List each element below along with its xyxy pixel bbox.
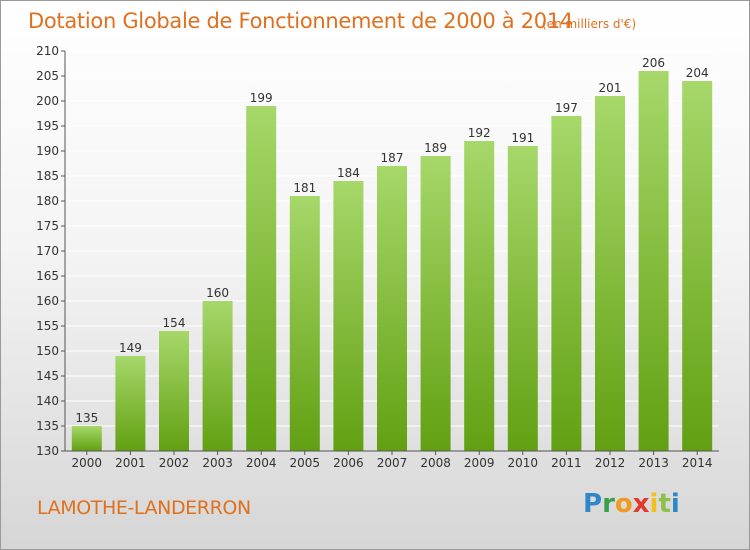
value-label-2006: 184 (337, 166, 360, 180)
bar-2013 (638, 71, 669, 451)
y-tick-label: 145 (36, 369, 59, 383)
x-tick-label-2012: 2012 (595, 456, 626, 470)
logo-letter: P (583, 489, 603, 519)
bar-2006 (333, 181, 364, 451)
value-label-2000: 135 (75, 411, 98, 425)
value-label-2010: 191 (511, 131, 534, 145)
logo-letter: r (602, 489, 615, 519)
axis-layer: 130 135 140 145 150 155 160 165 170 175 180 185 190 1… (36, 44, 719, 470)
y-tick-label: 185 (36, 169, 59, 183)
bar-2010 (507, 146, 538, 451)
value-label-2009: 192 (468, 126, 491, 140)
label-layer: 135 149 154 160 199 181 184 187 189 192 191 197 201 2… (75, 56, 708, 425)
value-label-2005: 181 (293, 181, 316, 195)
bar-2007 (377, 166, 407, 451)
bar-2004 (246, 106, 277, 451)
logo-letter: x (632, 489, 650, 519)
x-tick-label-2004: 2004 (246, 456, 277, 470)
x-tick-label-2011: 2011 (551, 456, 582, 470)
logo-letter: o (614, 489, 633, 519)
value-label-2008: 189 (424, 141, 447, 155)
x-tick-label-2006: 2006 (333, 456, 364, 470)
unit-note: (en milliers d'€) (542, 17, 637, 31)
value-label-2013: 206 (642, 56, 665, 70)
x-tick-label-2000: 2000 (72, 456, 103, 470)
bar-2014 (682, 81, 713, 451)
y-tick-label: 205 (36, 69, 59, 83)
y-tick-label: 190 (36, 144, 59, 158)
y-tick-label: 130 (36, 444, 59, 458)
x-tick-label-2001: 2001 (115, 456, 146, 470)
bar-2001 (115, 356, 146, 451)
y-tick-label: 140 (36, 394, 59, 408)
bar-2012 (595, 96, 625, 451)
x-tick-label-2008: 2008 (420, 456, 451, 470)
logo-letter: i (649, 489, 659, 519)
y-tick-label: 160 (36, 294, 59, 308)
value-label-2002: 154 (163, 316, 186, 330)
value-label-2011: 197 (555, 101, 578, 115)
x-tick-label-2010: 2010 (508, 456, 539, 470)
bar-2002 (159, 331, 189, 451)
y-tick-label: 135 (36, 419, 59, 433)
bar-2011 (551, 116, 582, 451)
bar-2003 (202, 301, 233, 451)
x-tick-label-2007: 2007 (377, 456, 408, 470)
x-tick-label-2003: 2003 (202, 456, 233, 470)
commune-name: LAMOTHE-LANDERRON (37, 497, 251, 519)
value-label-2014: 204 (686, 66, 709, 80)
y-tick-label: 170 (36, 244, 59, 258)
y-tick-label: 175 (36, 219, 59, 233)
y-tick-label: 210 (36, 44, 59, 58)
x-tick-label-2013: 2013 (638, 456, 669, 470)
bar-2009 (464, 141, 495, 451)
y-tick-label: 155 (36, 319, 59, 333)
value-label-2004: 199 (250, 91, 273, 105)
logo-letter: i (670, 489, 680, 519)
y-tick-label: 150 (36, 344, 59, 358)
y-tick-label: 200 (36, 94, 59, 108)
logo-letter: t (658, 489, 671, 519)
value-label-2007: 187 (381, 151, 404, 165)
y-tick-label: 195 (36, 119, 59, 133)
bar-2000 (71, 426, 102, 451)
value-label-2003: 160 (206, 286, 229, 300)
y-tick-label: 180 (36, 194, 59, 208)
chart-title: Dotation Globale de Fonctionnement de 20… (28, 9, 573, 33)
value-label-2001: 149 (119, 341, 142, 355)
x-tick-label-2014: 2014 (682, 456, 713, 470)
y-tick-label: 165 (36, 269, 59, 283)
value-label-2012: 201 (599, 81, 622, 95)
proxiti-logo: Proxiti (583, 489, 680, 519)
bar-2008 (420, 156, 451, 451)
x-tick-label-2005: 2005 (290, 456, 321, 470)
bar-2005 (289, 196, 320, 451)
bar-layer (71, 71, 713, 451)
x-tick-label-2002: 2002 (159, 456, 190, 470)
x-tick-label-2009: 2009 (464, 456, 495, 470)
